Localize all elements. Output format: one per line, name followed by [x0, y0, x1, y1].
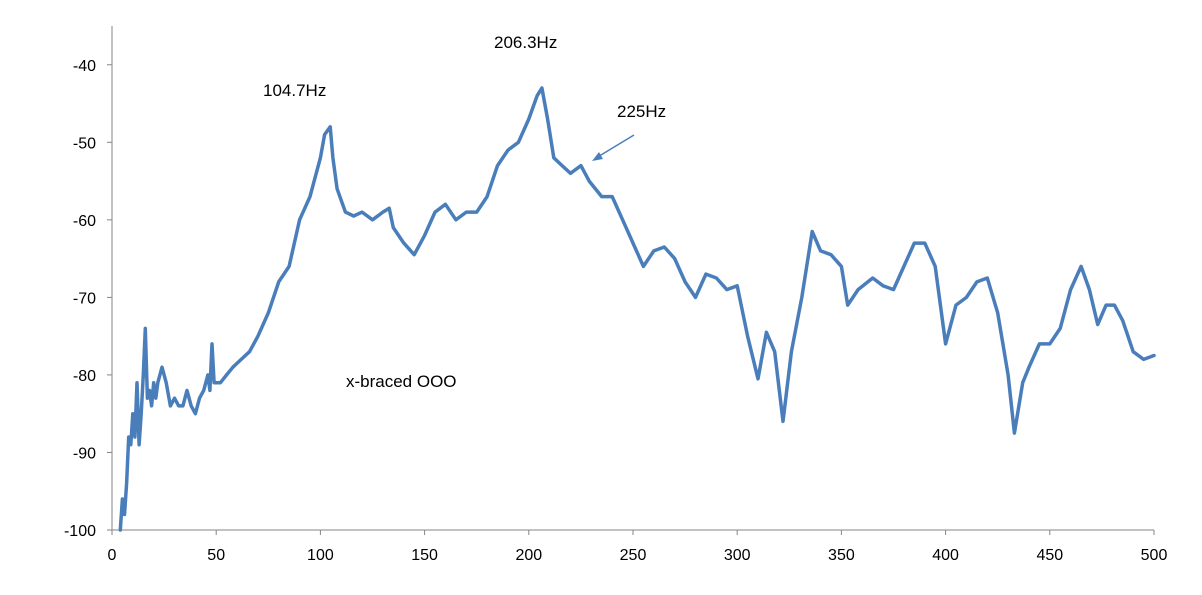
- y-tick-label: -100: [64, 523, 96, 540]
- y-tick-label: -40: [73, 58, 96, 75]
- x-tick-label: 250: [620, 547, 647, 564]
- x-tick-label: 0: [108, 547, 117, 564]
- data-series: [118, 86, 1156, 532]
- x-tick-label: 450: [1036, 547, 1063, 564]
- x-tick-label: 300: [724, 547, 751, 564]
- x-tick-label: 350: [828, 547, 855, 564]
- x-tick-label: 100: [307, 547, 334, 564]
- y-tick-label: -90: [73, 445, 96, 462]
- x-tick-label: 50: [207, 547, 225, 564]
- x-tick-label: 500: [1141, 547, 1168, 564]
- x-tick-label: 200: [515, 547, 542, 564]
- x-tick-label: 400: [932, 547, 959, 564]
- annotation-peak-104: 104.7Hz: [263, 81, 326, 100]
- x-tick-label: 150: [411, 547, 438, 564]
- annotation-peak-225: 225Hz: [617, 102, 666, 121]
- x-axis-ticks: 0 50 100 150 200 250 300 350 400 450 500: [108, 530, 1168, 564]
- y-tick-label: -60: [73, 213, 96, 230]
- y-tick-label: -50: [73, 135, 96, 152]
- annotation-peak-206: 206.3Hz: [494, 33, 557, 52]
- annotation-arrow-head: [592, 152, 603, 161]
- y-tick-label: -70: [73, 290, 96, 307]
- annotation-series-label: x-braced OOO: [346, 372, 457, 391]
- annotation-arrow-shaft: [595, 134, 635, 159]
- series-line-0: [118, 86, 1156, 532]
- y-tick-label: -80: [73, 368, 96, 385]
- chart-annotations: 104.7Hz 206.3Hz 225Hz x-braced OOO: [263, 33, 666, 391]
- y-axis-ticks: -100 -90 -80 -70 -60 -50 -40: [64, 58, 112, 540]
